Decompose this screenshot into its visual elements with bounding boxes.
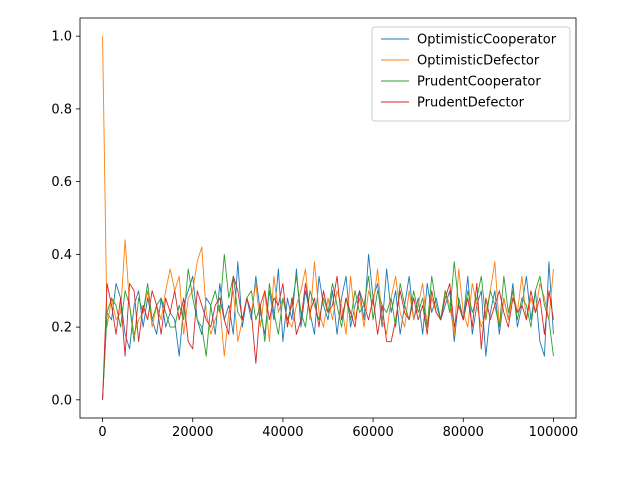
legend-label-PrudentCooperator: PrudentCooperator	[417, 75, 541, 90]
series-line-PrudentDefector	[102, 275, 554, 400]
x-tick-label: 0	[98, 425, 106, 440]
y-tick-label: 0.0	[51, 393, 72, 408]
axes-frame	[79, 17, 577, 419]
y-tick-label: 0.6	[51, 175, 72, 190]
series-line-OptimisticDefector	[102, 36, 554, 357]
y-tick-label: 0.2	[51, 321, 72, 336]
plot-area	[102, 36, 554, 400]
legend-label-OptimisticCooperator: OptimisticCooperator	[417, 33, 557, 48]
y-tick-label: 0.8	[51, 102, 72, 117]
legend: OptimisticCooperator OptimisticDefector Pr…	[371, 26, 571, 122]
legend-box	[371, 26, 571, 122]
axes: 0 20000 40000 60000 80000 100000 0.0 0.2 0.4 0.6 0…	[51, 17, 579, 440]
x-tick-label: 20000	[172, 425, 213, 440]
x-tick-label: 60000	[352, 425, 393, 440]
y-tick-label: 1.0	[51, 30, 72, 45]
x-tick-label: 100000	[529, 425, 579, 440]
legend-label-PrudentDefector: PrudentDefector	[417, 96, 525, 111]
x-tick-label: 80000	[443, 425, 484, 440]
y-tick-label: 0.4	[51, 248, 72, 263]
legend-label-OptimisticDefector: OptimisticDefector	[417, 54, 540, 69]
x-tick-label: 40000	[262, 425, 303, 440]
